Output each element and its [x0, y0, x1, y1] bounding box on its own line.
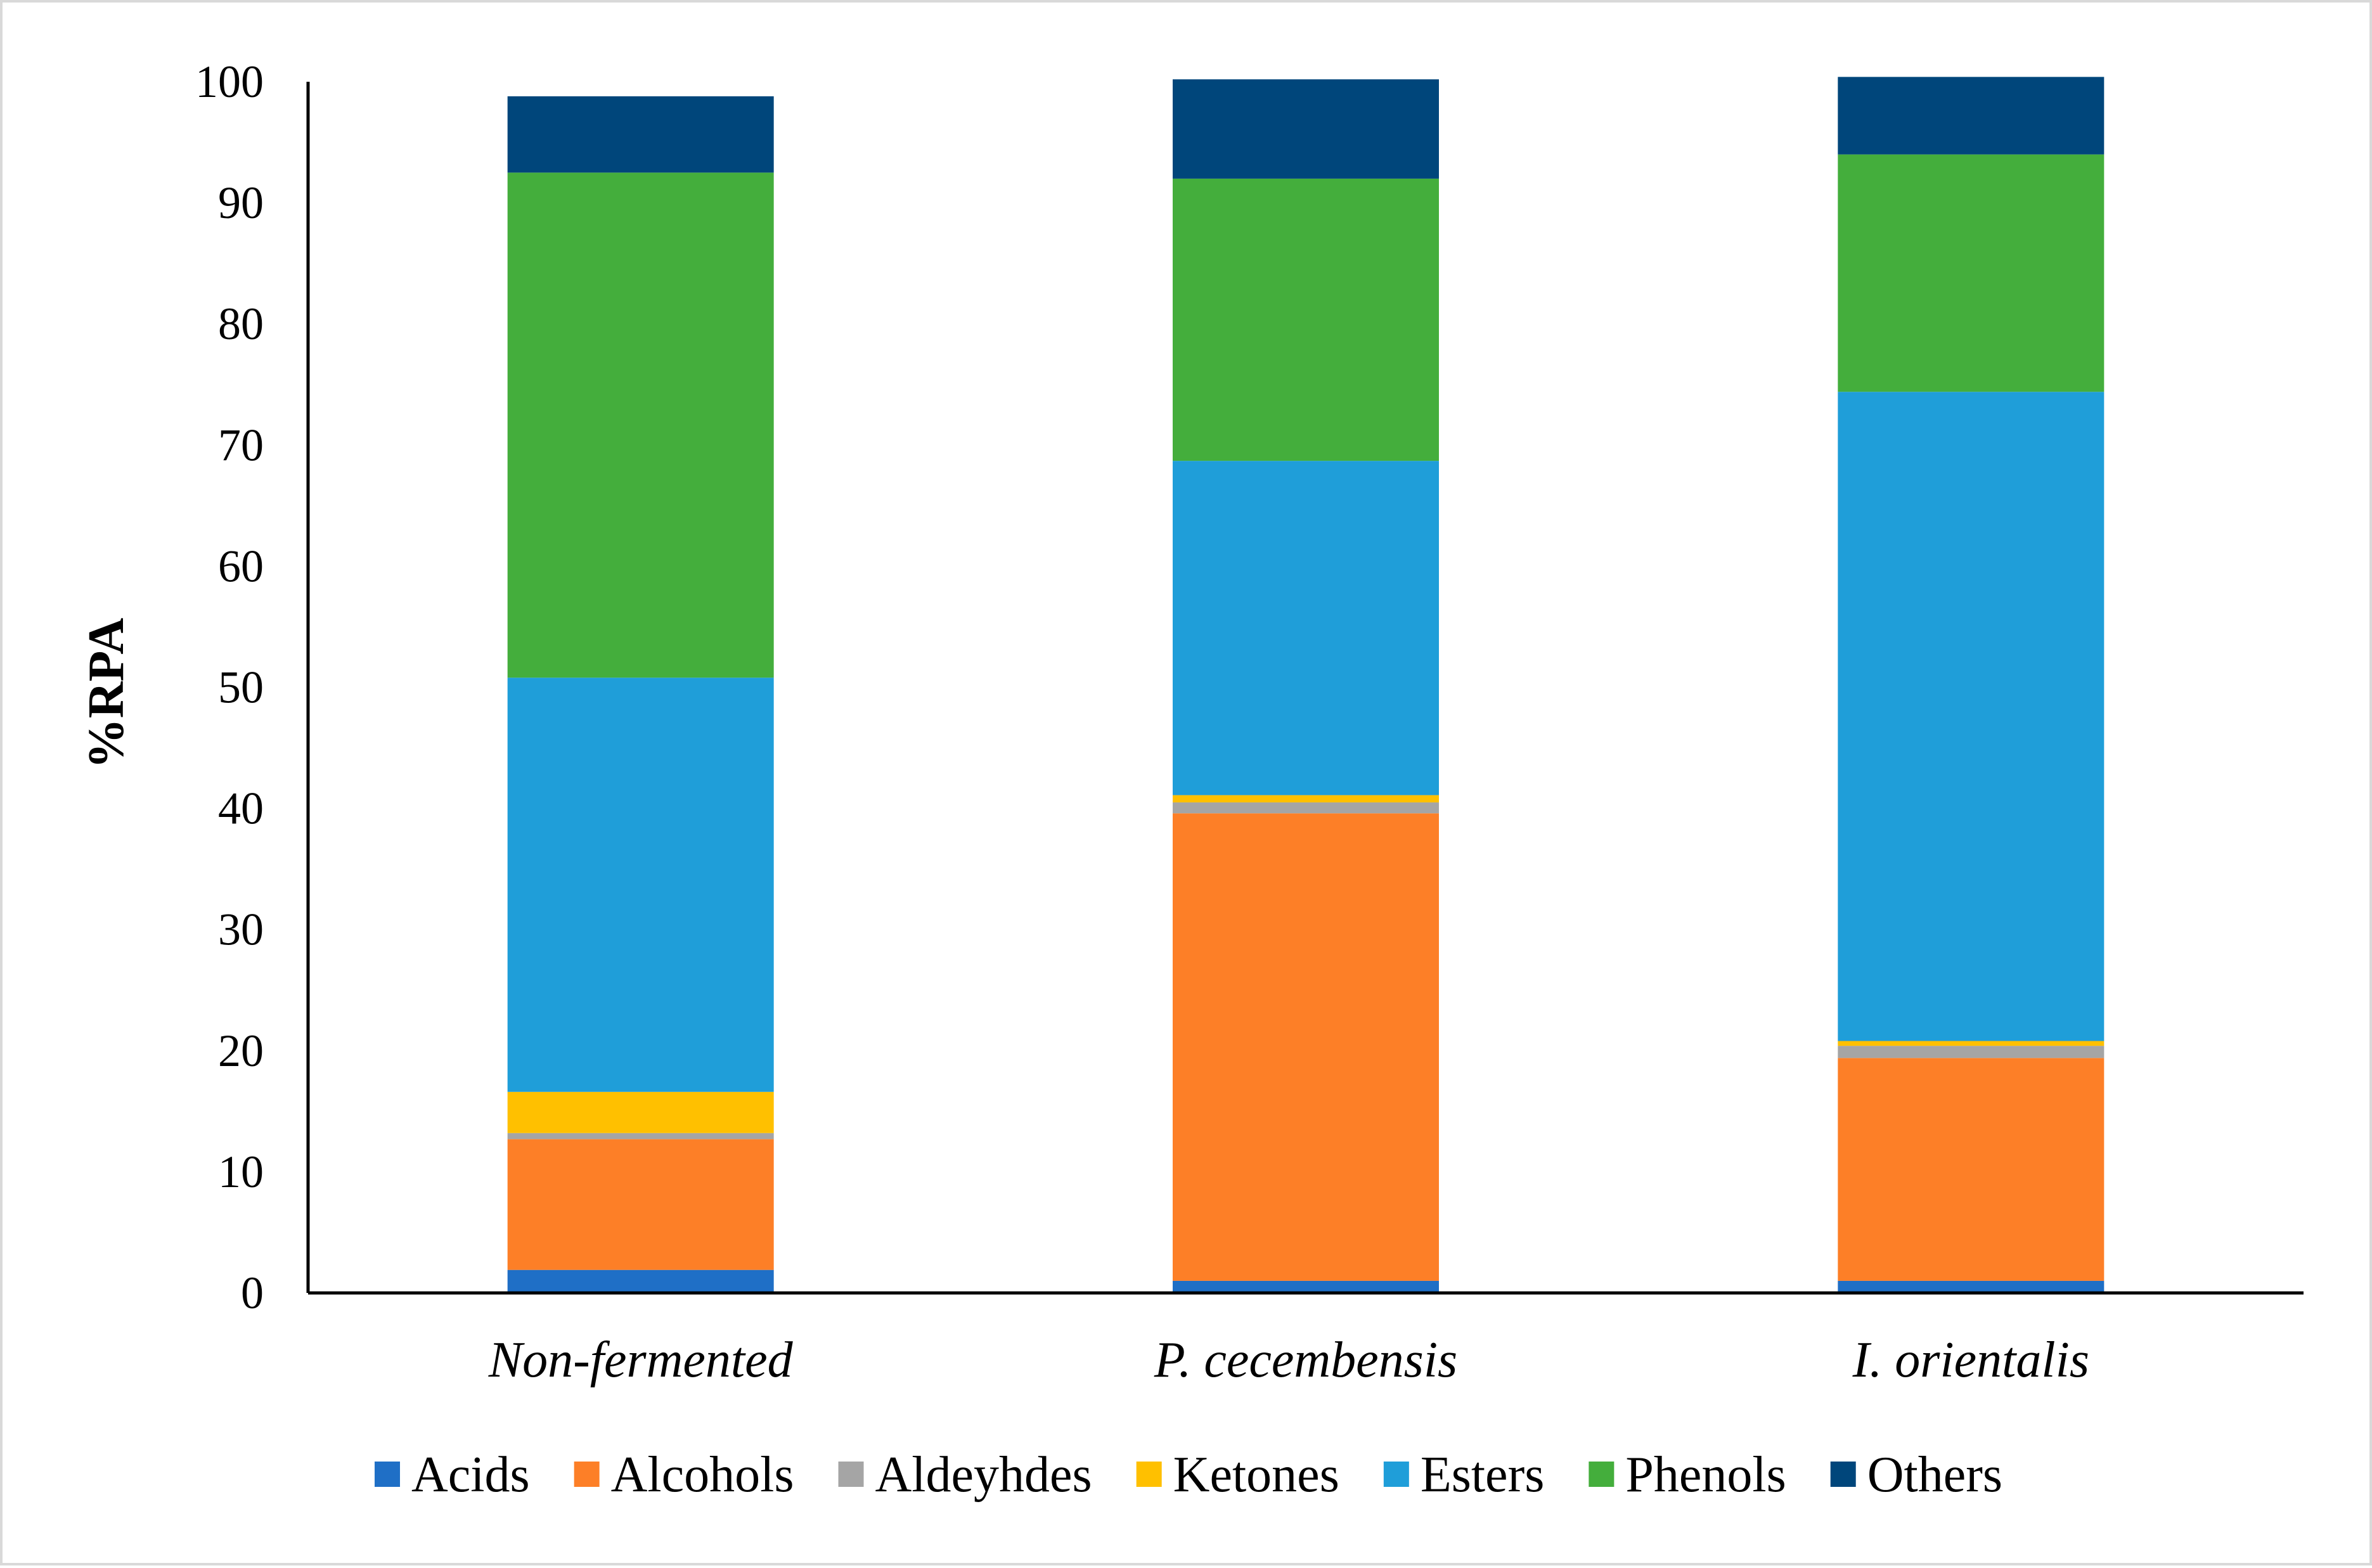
y-tick-label-30: 30	[218, 904, 264, 955]
legend-swatch-alcohols	[574, 1462, 600, 1487]
legend-swatch-ketones	[1136, 1462, 1162, 1487]
bar-segment-aldeyhdes-2	[1173, 802, 1439, 814]
y-tick-label-100: 100	[195, 56, 264, 107]
y-tick-label-70: 70	[218, 420, 264, 470]
bar-segment-acids-1	[507, 1269, 774, 1293]
legend-label-others: Others	[1867, 1447, 2002, 1503]
legend-label-aldeyhdes: Aldeyhdes	[875, 1447, 1092, 1503]
y-tick-label-50: 50	[218, 662, 264, 713]
bar-segment-others-3	[1838, 77, 2105, 155]
bar-segment-acids-3	[1838, 1280, 2105, 1293]
bar-segment-ketones-1	[507, 1091, 774, 1133]
legend-swatch-phenols	[1589, 1462, 1615, 1487]
bar-segment-aldeyhdes-3	[1838, 1046, 2105, 1058]
bar-segment-alcohols-3	[1838, 1058, 2105, 1281]
bar-segment-phenols-2	[1173, 178, 1439, 461]
y-tick-label-60: 60	[218, 541, 264, 591]
legend-label-acids: Acids	[411, 1447, 530, 1503]
legend-swatch-others	[1830, 1462, 1856, 1487]
legend-swatch-esters	[1383, 1462, 1409, 1487]
y-axis-title: %RPA	[79, 618, 134, 769]
legend-label-alcohols: Alcohols	[611, 1447, 794, 1503]
bar-segment-ketones-2	[1173, 795, 1439, 803]
y-tick-label-0: 0	[241, 1268, 264, 1318]
legend-label-esters: Esters	[1421, 1447, 1545, 1503]
bar-segment-esters-3	[1838, 392, 2105, 1041]
x-category-label-3: I. orientalis	[1852, 1332, 2089, 1388]
bar-segment-phenols-3	[1838, 154, 2105, 392]
y-tick-label-80: 80	[218, 299, 264, 349]
legend-swatch-acids	[375, 1462, 401, 1487]
y-tick-label-40: 40	[218, 783, 264, 834]
bar-segment-others-2	[1173, 79, 1439, 179]
y-tick-labels: 0 10 20 30 40 50 60 70 80 90 100	[195, 56, 264, 1318]
y-tick-label-10: 10	[218, 1147, 264, 1197]
bar-segment-ketones-3	[1838, 1041, 2105, 1046]
bars-group	[507, 77, 2105, 1293]
bar-segment-aldeyhdes-1	[507, 1133, 774, 1140]
bar-segment-others-1	[507, 96, 774, 173]
legend-label-phenols: Phenols	[1625, 1447, 1786, 1503]
legend: Acids Alcohols Aldeyhdes Ketones Esters Pheno…	[375, 1447, 2002, 1503]
legend-swatch-aldeyhdes	[838, 1462, 864, 1487]
x-category-labels: Non-fermented P. cecembensis I. orientalis	[488, 1332, 2089, 1388]
bar-segment-alcohols-2	[1173, 813, 1439, 1281]
x-category-label-1: Non-fermented	[488, 1332, 794, 1388]
bar-segment-alcohols-1	[507, 1139, 774, 1270]
bar-segment-phenols-1	[507, 172, 774, 678]
legend-label-ketones: Ketones	[1173, 1447, 1339, 1503]
y-tick-label-20: 20	[218, 1025, 264, 1076]
y-tick-label-90: 90	[218, 177, 264, 228]
stacked-bar-chart: 0 10 20 30 40 50 60 70 80 90 100 Non-fermented P. c…	[79, 56, 2304, 1503]
bar-segment-esters-2	[1173, 461, 1439, 795]
axes-group	[306, 82, 2304, 1295]
bar-segment-acids-2	[1173, 1280, 1439, 1293]
x-category-label-2: P. cecembensis	[1154, 1332, 1457, 1388]
bar-segment-esters-1	[507, 678, 774, 1092]
